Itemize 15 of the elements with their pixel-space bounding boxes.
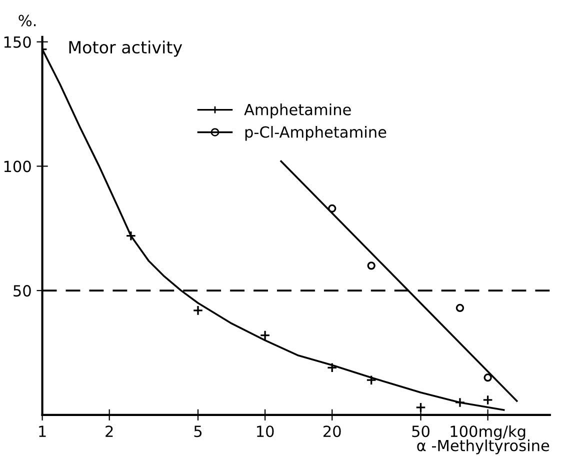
legend-label: p-Cl-Amphetamine	[245, 126, 386, 141]
y-tick-label: 100	[4, 160, 31, 172]
x-axis-title: α -Methyltyrosine	[417, 439, 550, 454]
x-tick-label: 10	[257, 426, 274, 438]
y-axis-title: %.	[18, 14, 36, 26]
x-tick-label: 5	[194, 426, 202, 438]
x-tick-label: 20	[324, 426, 341, 438]
legend-label: Amphetamine	[244, 104, 351, 118]
x-tick-label: 1	[39, 426, 46, 437]
x-tick-label: 50	[412, 426, 430, 438]
y-tick-label: 150	[4, 36, 31, 48]
chart-title: Motor activity	[69, 40, 182, 57]
y-tick-label: 50	[14, 285, 31, 297]
x-tick-label: 2	[106, 426, 113, 437]
x-tick-label: 100mg/kg	[450, 425, 526, 440]
